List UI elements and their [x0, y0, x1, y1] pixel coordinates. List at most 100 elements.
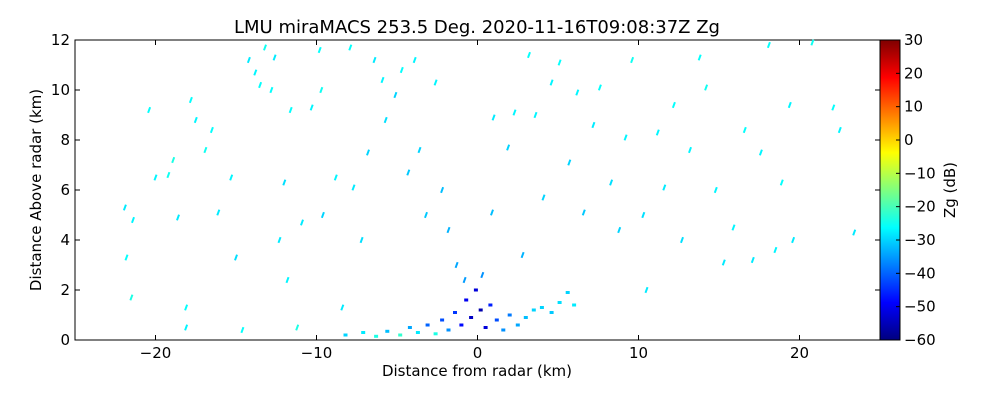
- colorbar-tick-label: −40: [904, 264, 936, 282]
- data-point: [494, 318, 499, 322]
- data-point: [527, 51, 531, 59]
- data-point: [253, 69, 258, 76]
- colorbar: −60 −50 −40 −30 −20 −10 0 10 20 30: [879, 31, 936, 349]
- data-point: [446, 328, 451, 332]
- data-point: [520, 251, 525, 259]
- data-point: [515, 323, 520, 327]
- data-point: [831, 104, 836, 111]
- data-point: [779, 179, 784, 186]
- x-axis-ticks: −20 −10 0 10 20: [140, 40, 809, 362]
- data-point: [623, 134, 628, 141]
- data-point: [424, 211, 428, 219]
- data-point: [209, 126, 214, 134]
- data-point: [288, 106, 293, 114]
- data-point: [263, 44, 267, 51]
- data-point: [575, 89, 580, 96]
- data-point: [581, 209, 586, 216]
- y-tick-label: 2: [60, 281, 70, 299]
- data-point: [480, 271, 485, 279]
- data-point: [446, 226, 451, 234]
- data-point: [773, 246, 778, 254]
- data-point: [644, 286, 649, 294]
- data-point: [440, 318, 445, 322]
- y-tick-label: 0: [60, 331, 70, 349]
- y-tick-label: 10: [51, 81, 70, 99]
- data-point: [617, 226, 622, 234]
- colorbar-gradient: [879, 39, 901, 341]
- data-point: [309, 104, 314, 111]
- data-point: [549, 79, 554, 86]
- data-point: [704, 84, 709, 91]
- data-point: [433, 79, 438, 86]
- data-point: [766, 41, 771, 49]
- data-point: [491, 114, 496, 121]
- data-point: [541, 194, 546, 201]
- data-points: [122, 39, 857, 338]
- data-point: [597, 84, 602, 91]
- data-point: [295, 324, 300, 331]
- data-point: [630, 56, 635, 64]
- data-point: [459, 323, 464, 327]
- data-point: [533, 111, 538, 119]
- data-point: [721, 259, 726, 266]
- data-point: [478, 308, 483, 312]
- data-point: [351, 184, 356, 191]
- data-point: [166, 171, 171, 179]
- data-point: [462, 276, 467, 284]
- data-point: [176, 214, 180, 221]
- data-point: [750, 256, 755, 264]
- data-point: [285, 276, 290, 284]
- data-point: [591, 121, 596, 129]
- data-point: [662, 184, 667, 191]
- data-point: [501, 328, 506, 332]
- data-point: [483, 326, 488, 329]
- data-point: [507, 313, 512, 317]
- data-point: [319, 86, 324, 94]
- data-point: [572, 303, 577, 307]
- colorbar-tick-label: −20: [904, 198, 936, 216]
- data-point: [277, 236, 282, 244]
- data-point: [340, 304, 345, 311]
- data-point: [359, 236, 364, 244]
- data-point: [473, 288, 478, 292]
- colorbar-ticks: −60 −50 −40 −30 −20 −10 0 10 20 30: [896, 31, 936, 349]
- x-tick-label: −20: [140, 344, 172, 362]
- data-point: [317, 46, 322, 54]
- data-point: [333, 174, 338, 181]
- data-point: [713, 186, 718, 194]
- data-point: [731, 224, 736, 231]
- data-point: [399, 66, 404, 74]
- data-point: [697, 54, 702, 61]
- colorbar-tick-label: 20: [904, 64, 923, 82]
- data-point: [229, 174, 234, 181]
- data-point: [383, 116, 388, 124]
- data-point: [122, 204, 127, 211]
- data-point: [412, 56, 417, 64]
- x-tick-label: 20: [790, 344, 809, 362]
- data-point: [153, 174, 158, 181]
- data-point: [469, 316, 474, 319]
- data-point: [671, 101, 676, 109]
- data-point: [407, 326, 412, 329]
- data-point: [433, 332, 438, 336]
- data-point: [688, 146, 692, 154]
- colorbar-tick-label: 30: [904, 31, 923, 49]
- data-point: [240, 326, 245, 334]
- data-point: [567, 159, 572, 166]
- y-tick-label: 6: [60, 181, 70, 199]
- plot-area: [74, 39, 881, 341]
- data-point: [380, 76, 385, 84]
- data-point: [348, 44, 353, 51]
- data-point: [124, 254, 129, 261]
- data-point: [641, 211, 646, 219]
- colorbar-tick-label: −60: [904, 331, 936, 349]
- data-point: [464, 298, 469, 302]
- data-point: [609, 179, 614, 186]
- data-point: [488, 303, 493, 307]
- chart-title: LMU miraMACS 253.5 Deg. 2020-11-16T09:08…: [234, 17, 720, 38]
- data-point: [234, 254, 238, 261]
- data-point: [131, 216, 135, 224]
- data-point: [565, 291, 570, 294]
- colorbar-tick-label: −50: [904, 298, 936, 316]
